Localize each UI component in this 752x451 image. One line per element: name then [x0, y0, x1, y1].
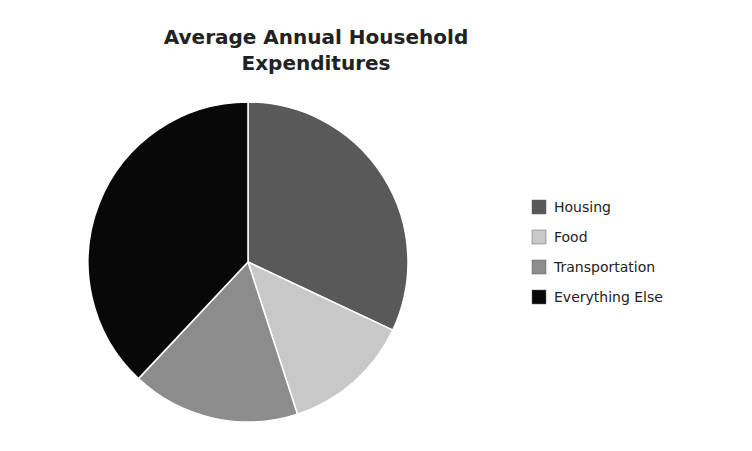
legend-label: Housing	[554, 199, 611, 215]
legend-swatch	[532, 230, 546, 244]
pie-slice	[88, 102, 248, 379]
background	[0, 0, 752, 451]
legend-swatch	[532, 290, 546, 304]
legend-label: Food	[554, 229, 588, 245]
chart-title: Average Annual HouseholdExpenditures	[164, 25, 468, 75]
legend-swatch	[532, 200, 546, 214]
legend-label: Transportation	[553, 259, 655, 275]
chart-container: Average Annual HouseholdExpenditures Hous…	[0, 0, 752, 451]
legend-label: Everything Else	[554, 289, 663, 305]
chart-svg: Average Annual HouseholdExpenditures Hous…	[0, 0, 752, 451]
legend-swatch	[532, 260, 546, 274]
pie	[88, 102, 408, 422]
legend: Housing Food Transportation Everything Else	[532, 199, 663, 305]
